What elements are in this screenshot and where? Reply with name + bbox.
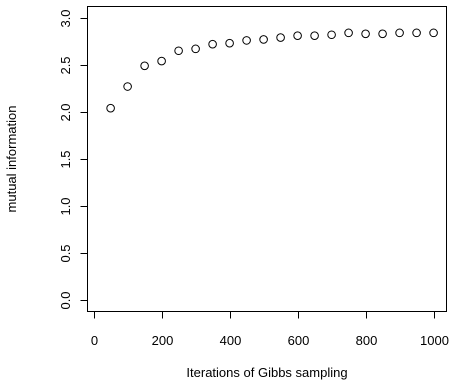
- data-point: [157, 56, 166, 66]
- data-point: [140, 61, 149, 71]
- data-point: [174, 46, 183, 56]
- data-point: [310, 31, 319, 40]
- y-tick-label: 2.0: [58, 103, 73, 121]
- data-point: [395, 28, 404, 38]
- x-tick-label: 200: [152, 333, 174, 348]
- data-point: [344, 28, 353, 38]
- data-point: [225, 38, 234, 48]
- data-point: [327, 30, 336, 40]
- data-points: [106, 28, 438, 113]
- x-tick-label: 400: [220, 333, 242, 348]
- data-point: [429, 28, 438, 38]
- x-tick-label: 1000: [420, 333, 449, 348]
- x-axis-label: Iterations of Gibbs sampling: [186, 365, 347, 380]
- y-axis-label: mutual information: [4, 106, 19, 213]
- data-point: [276, 33, 285, 42]
- data-point: [378, 29, 387, 39]
- data-point: [106, 103, 115, 113]
- y-tick-label: 0.5: [58, 244, 73, 262]
- data-point: [293, 31, 302, 40]
- data-point: [123, 82, 132, 91]
- y-tick-label: 3.0: [58, 9, 73, 27]
- y-tick-label: 0.0: [58, 291, 73, 309]
- y-tick-label: 1.5: [58, 150, 73, 168]
- data-point: [191, 44, 200, 54]
- x-tick-label: 600: [288, 333, 310, 348]
- data-point: [208, 39, 217, 49]
- data-point: [259, 35, 268, 44]
- data-point: [412, 28, 421, 38]
- y-tick-label: 2.5: [58, 56, 73, 74]
- y-axis: 0.0 0.5 1.0 1.5 2.0 2.5 3.0: [58, 9, 88, 310]
- x-axis: 0 200 400 600 800 1000: [91, 311, 449, 348]
- y-tick-label: 1.0: [58, 197, 73, 215]
- data-point: [242, 36, 251, 45]
- x-tick-label: 800: [356, 333, 378, 348]
- x-tick-label: 0: [91, 333, 98, 348]
- data-point: [361, 29, 370, 39]
- plot-frame: [87, 6, 447, 312]
